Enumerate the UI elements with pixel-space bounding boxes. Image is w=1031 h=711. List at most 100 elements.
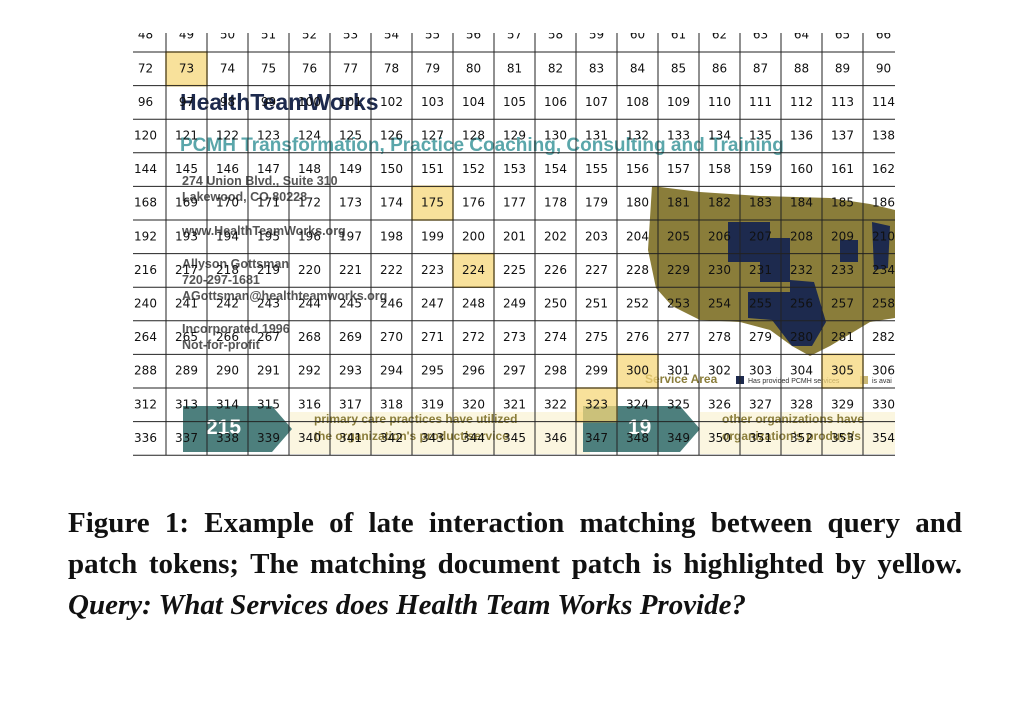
patch-index: 234	[872, 263, 895, 277]
patch-index: 221	[339, 263, 362, 277]
patch-index: 55	[425, 28, 440, 42]
patch-index: 199	[421, 229, 444, 243]
patch-index: 83	[589, 61, 604, 75]
patch-index: 252	[626, 297, 649, 311]
patch-index: 86	[712, 61, 727, 75]
patch-index: 299	[585, 364, 608, 378]
patch-index: 132	[626, 129, 649, 143]
patch-index: 131	[585, 129, 608, 143]
patch-index: 268	[298, 330, 321, 344]
patch-index: 133	[667, 129, 690, 143]
incorporated: Incorporated 1996	[182, 322, 290, 336]
patch-index: 347	[585, 431, 608, 445]
patch-index: 148	[298, 162, 321, 176]
patch-index: 306	[872, 364, 895, 378]
patch-index: 312	[134, 397, 157, 411]
patch-index: 168	[134, 196, 157, 210]
patch-index: 137	[831, 129, 854, 143]
patch-index: 342	[380, 431, 403, 445]
caption-text: Figure 1: Example of late interaction ma…	[68, 507, 962, 580]
patch-index: 313	[175, 397, 198, 411]
email: AGottsman@healthteamworks.org	[182, 289, 387, 303]
patch-index: 341	[339, 431, 362, 445]
patch-index: 343	[421, 431, 444, 445]
patch-index: 158	[708, 162, 731, 176]
patch-index: 346	[544, 431, 567, 445]
patch-index: 276	[626, 330, 649, 344]
tagline: PCMH Transformation, Practice Coaching, …	[180, 135, 784, 156]
patch-index: 352	[790, 431, 813, 445]
figure: HealthTeamWorks PCMH Transformation, Pra…	[133, 28, 895, 456]
patch-index: 272	[462, 330, 485, 344]
patch-index: 152	[462, 162, 485, 176]
patch-index: 120	[134, 129, 157, 143]
patch-index: 66	[876, 28, 891, 42]
patch-index: 62	[712, 28, 727, 42]
patch-index: 108	[626, 95, 649, 109]
patch-index: 321	[503, 397, 526, 411]
patch-index: 232	[790, 263, 813, 277]
patch-index: 173	[339, 196, 362, 210]
map-state	[872, 222, 890, 270]
patch-index: 339	[257, 431, 280, 445]
patch-index: 318	[380, 397, 403, 411]
patch-index: 322	[544, 397, 567, 411]
patch-index: 338	[216, 431, 239, 445]
patch-index: 246	[380, 297, 403, 311]
patch-index: 227	[585, 263, 608, 277]
patch-index: 328	[790, 397, 813, 411]
patch-index: 274	[544, 330, 567, 344]
patch-index: 59	[589, 28, 604, 42]
patch-index: 241	[175, 297, 198, 311]
patch-index: 127	[421, 129, 444, 143]
patch-index: 81	[507, 61, 522, 75]
patch-index: 180	[626, 196, 649, 210]
map-legend: is avai	[872, 378, 892, 385]
address: 274 Union Blvd., Suite 310	[182, 174, 338, 188]
patch-index: 229	[667, 263, 690, 277]
patch-index: 265	[175, 330, 198, 344]
patch-index: 279	[749, 330, 772, 344]
patch-index: 106	[544, 95, 567, 109]
stat-text: organization's product/s	[722, 429, 861, 443]
patch-index: 264	[134, 330, 157, 344]
patch-index: 222	[380, 263, 403, 277]
patch-index: 330	[872, 397, 895, 411]
patch-index: 128	[462, 129, 485, 143]
patch-index: 209	[831, 229, 854, 243]
patch-index: 103	[421, 95, 444, 109]
patch-index: 98	[220, 95, 235, 109]
patch-index: 337	[175, 431, 198, 445]
patch-index: 293	[339, 364, 362, 378]
patch-index: 201	[503, 229, 526, 243]
patch-index: 269	[339, 330, 362, 344]
patch-index: 176	[462, 196, 485, 210]
patch-index: 122	[216, 129, 239, 143]
patch-index: 171	[257, 196, 280, 210]
patch-index: 351	[749, 431, 772, 445]
patch-index: 138	[872, 129, 895, 143]
patch-index: 126	[380, 129, 403, 143]
org-name: HealthTeamWorks	[180, 89, 379, 115]
patch-index: 219	[257, 263, 280, 277]
patch-index: 248	[462, 297, 485, 311]
patch-index: 266	[216, 330, 239, 344]
patch-index: 231	[749, 263, 772, 277]
patch-index: 52	[302, 28, 317, 42]
patch-index: 257	[831, 297, 854, 311]
patch-index: 157	[667, 162, 690, 176]
patch-index: 304	[790, 364, 813, 378]
patch-index: 80	[466, 61, 481, 75]
patch-index: 270	[380, 330, 403, 344]
patch-index: 282	[872, 330, 895, 344]
patch-index: 324	[626, 397, 649, 411]
patch-index: 233	[831, 263, 854, 277]
patch-index: 296	[462, 364, 485, 378]
patch-index: 326	[708, 397, 731, 411]
patch-index: 144	[134, 162, 157, 176]
patch-index: 320	[462, 397, 485, 411]
patch-index: 216	[134, 263, 157, 277]
patch-index: 273	[503, 330, 526, 344]
patch-index: 198	[380, 229, 403, 243]
